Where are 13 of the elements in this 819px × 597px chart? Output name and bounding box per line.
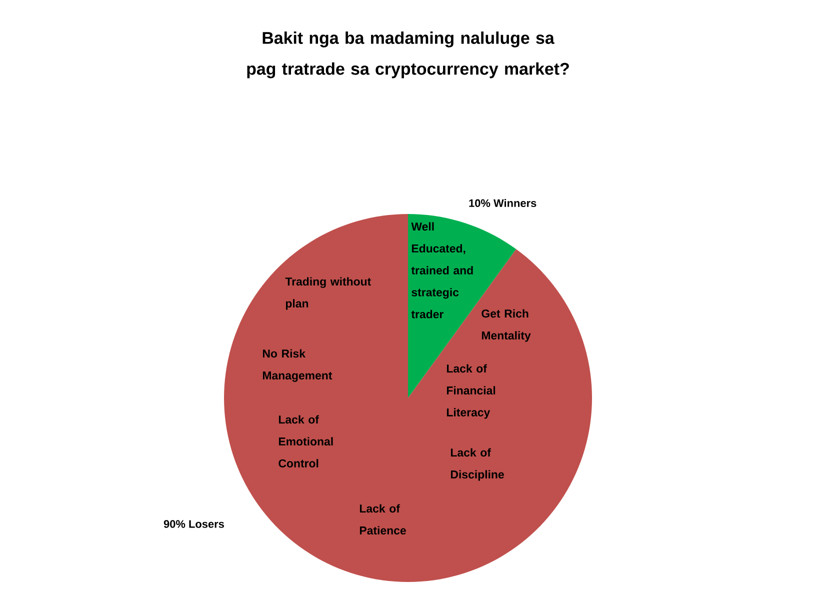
text: Lack of Emotional Control [278,415,333,468]
data-label: 10% [469,199,490,208]
text: Lack of Financial Literacy [446,364,496,419]
text: Get Rich Mentality [482,309,531,342]
slice-label: Winners [494,198,536,208]
slice-label: Losers [189,520,224,528]
text: No Risk Management [262,349,332,382]
text: Well Educated, trained and strategic trader [411,222,473,318]
data-label: 90% [164,520,186,528]
text: Trading without plan [285,277,371,310]
chart-title: Bakit nga ba madaming naluluge sa pag tratrade sa cryptocurrency market? [247,32,569,78]
text: Lack of Patience [360,504,406,535]
text: Lack of Discipline [450,448,504,481]
